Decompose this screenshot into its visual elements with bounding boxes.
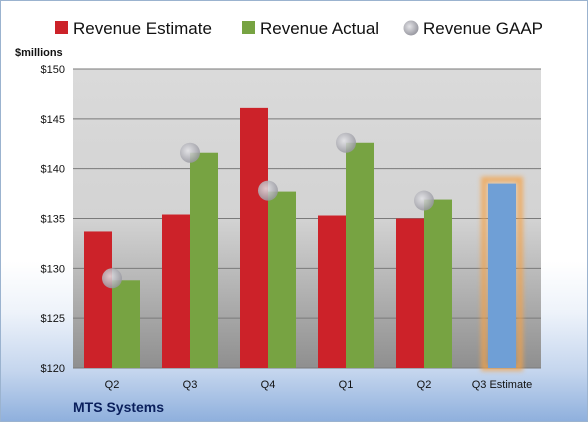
x-category-label: Q2 <box>417 379 432 391</box>
gaap-markers <box>102 132 434 289</box>
y-tick-label: $120 <box>41 363 65 375</box>
y-axis: $120 $125 $130 $135 $140 $145 $150 <box>41 64 65 375</box>
x-category-label: Q4 <box>261 379 276 391</box>
y-tick-label: $140 <box>41 164 65 176</box>
legend-swatch <box>403 20 419 36</box>
bar-revenue-actual <box>424 199 452 368</box>
x-axis: Q2 Q3 Q4 Q1 Q2 Q3 Estimate <box>105 379 533 391</box>
y-axis-label: $millions <box>15 47 63 59</box>
bar-revenue-actual <box>190 152 218 368</box>
marker-revenue-gaap <box>414 190 434 211</box>
bar-revenue-actual <box>268 191 296 368</box>
marker-revenue-gaap <box>180 142 200 163</box>
legend-label: Revenue Estimate <box>73 19 212 38</box>
y-tick-label: $145 <box>41 114 65 126</box>
bars <box>84 107 523 371</box>
y-tick-label: $150 <box>41 64 65 76</box>
legend-swatch <box>242 21 255 34</box>
x-category-label: Q3 Estimate <box>472 379 533 391</box>
marker-revenue-gaap <box>102 268 122 289</box>
legend-swatch <box>55 21 68 34</box>
x-category-label: Q1 <box>339 379 354 391</box>
y-tick-label: $135 <box>41 214 65 226</box>
bar-revenue-estimate <box>162 214 190 368</box>
marker-revenue-gaap <box>336 132 356 153</box>
bar-revenue-estimate <box>396 218 424 368</box>
y-tick-label: $130 <box>41 263 65 275</box>
x-category-label: Q2 <box>105 379 120 391</box>
chart-title: MTS Systems <box>73 399 165 415</box>
marker-revenue-gaap <box>258 180 278 201</box>
legend: Revenue Estimate Revenue Actual Revenue GA… <box>55 19 543 38</box>
bar-revenue-forecast <box>488 183 516 368</box>
bar-revenue-estimate <box>240 107 268 369</box>
bar-revenue-estimate <box>318 215 346 368</box>
legend-label: Revenue GAAP <box>423 19 543 38</box>
grid-lines <box>73 68 541 369</box>
bar-revenue-actual <box>112 280 140 368</box>
bar-revenue-estimate <box>84 231 112 368</box>
y-tick-label: $125 <box>41 313 65 325</box>
legend-label: Revenue Actual <box>260 19 379 38</box>
bar-revenue-actual <box>346 142 374 368</box>
x-category-label: Q3 <box>183 379 198 391</box>
